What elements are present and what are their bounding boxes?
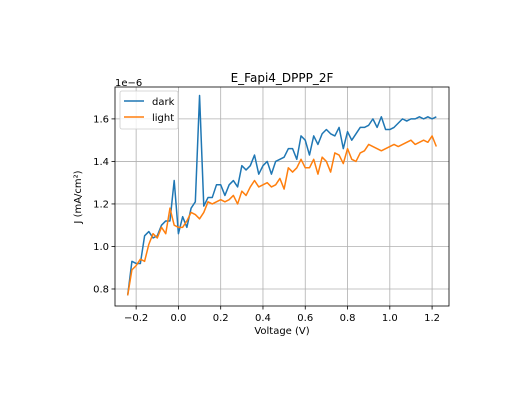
- x-tick-label: 0.4: [255, 313, 271, 324]
- y-offset-text: 1e−6: [115, 78, 142, 89]
- y-tick-label: 1.4: [93, 157, 109, 168]
- y-tick-label: 0.8: [93, 284, 109, 295]
- x-axis-label: Voltage (V): [254, 326, 309, 337]
- x-tick-label: 1.2: [424, 313, 440, 324]
- plot-frame: [114, 86, 450, 307]
- series-layer: [126, 94, 438, 296]
- x-tick-label: −0.2: [124, 313, 148, 324]
- x-tick-label: 0.6: [297, 313, 313, 324]
- x-tick-label: 0.2: [213, 313, 229, 324]
- y-tick-label: 1.0: [93, 242, 109, 253]
- series-line-light: [126, 135, 438, 296]
- legend: dark light: [119, 90, 179, 130]
- legend-label-light: light: [152, 113, 174, 124]
- y-axis-label: J (mA/cm²): [73, 170, 84, 224]
- x-tick-label: 0.0: [170, 313, 186, 324]
- legend-label-dark: dark: [152, 97, 175, 108]
- ticks: −0.2 0.0 0.2 0.4 0.6 0.8 1.0 1.2 0.8 1.0 1.2 1.4 1.6: [93, 114, 440, 324]
- y-tick-label: 1.2: [93, 199, 109, 210]
- series-line-dark: [126, 94, 437, 296]
- y-tick-label: 1.6: [93, 114, 109, 125]
- x-tick-label: 1.0: [382, 313, 398, 324]
- grid: [115, 87, 449, 306]
- x-tick-label: 0.8: [340, 313, 356, 324]
- chart-title: E_Fapi4_DPPP_2F: [231, 71, 334, 85]
